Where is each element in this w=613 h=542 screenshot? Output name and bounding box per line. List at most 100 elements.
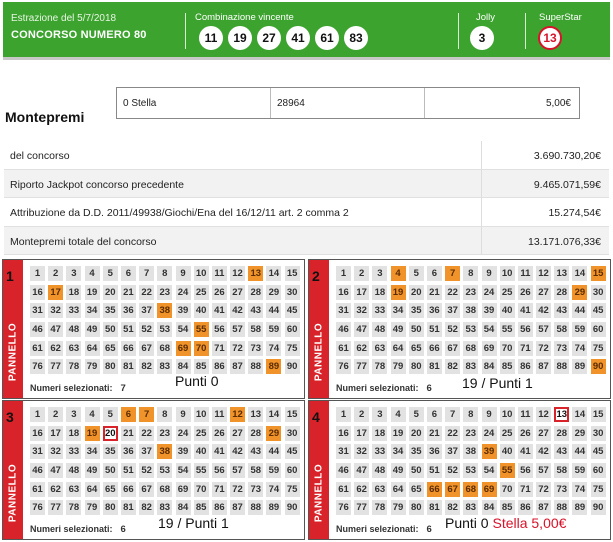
number-cell[interactable]: 89	[572, 359, 588, 375]
number-cell[interactable]: 40	[499, 444, 515, 460]
number-cell[interactable]: 30	[590, 284, 606, 300]
number-cell[interactable]: 42	[536, 303, 552, 319]
number-cell[interactable]: 17	[354, 425, 370, 441]
number-cell[interactable]: 87	[230, 359, 246, 375]
number-cell[interactable]: 54	[481, 463, 497, 479]
number-cell[interactable]: 63	[66, 481, 82, 497]
number-cell[interactable]: 1	[30, 266, 45, 281]
number-cell[interactable]: 67	[139, 481, 155, 497]
number-cell[interactable]: 67	[445, 481, 461, 497]
number-cell[interactable]: 67	[139, 340, 155, 356]
number-cell[interactable]: 64	[390, 481, 406, 497]
number-cell[interactable]: 50	[102, 322, 118, 338]
number-cell[interactable]: 60	[284, 322, 300, 338]
number-cell[interactable]: 69	[481, 481, 497, 497]
number-cell[interactable]: 5	[408, 266, 424, 281]
number-cell[interactable]: 25	[499, 284, 515, 300]
number-cell[interactable]: 88	[248, 359, 264, 375]
number-cell[interactable]: 70	[499, 481, 515, 497]
number-cell[interactable]: 82	[139, 500, 155, 516]
number-cell[interactable]: 54	[175, 322, 191, 338]
number-cell[interactable]: 1	[336, 407, 351, 422]
number-cell[interactable]: 51	[426, 463, 442, 479]
number-cell[interactable]: 80	[408, 500, 424, 516]
number-cell[interactable]: 71	[211, 481, 227, 497]
number-cell[interactable]: 17	[48, 425, 64, 441]
number-cell[interactable]: 27	[536, 425, 552, 441]
number-cell[interactable]: 7	[139, 407, 155, 422]
number-cell[interactable]: 55	[499, 463, 515, 479]
number-cell[interactable]: 72	[536, 481, 552, 497]
number-cell[interactable]: 37	[139, 303, 155, 319]
number-cell[interactable]: 46	[30, 463, 45, 479]
number-cell[interactable]: 84	[175, 500, 191, 516]
number-cell[interactable]: 60	[590, 322, 606, 338]
number-cell[interactable]: 21	[426, 284, 442, 300]
number-cell[interactable]: 61	[30, 481, 45, 497]
number-cell[interactable]: 55	[193, 322, 209, 338]
number-cell[interactable]: 16	[30, 284, 45, 300]
number-cell[interactable]: 74	[572, 481, 588, 497]
number-cell[interactable]: 32	[48, 303, 64, 319]
number-cell[interactable]: 75	[590, 481, 606, 497]
number-cell[interactable]: 83	[157, 500, 173, 516]
number-cell[interactable]: 55	[193, 463, 209, 479]
number-cell[interactable]: 39	[175, 303, 191, 319]
number-cell[interactable]: 72	[230, 481, 246, 497]
number-cell[interactable]: 22	[445, 284, 461, 300]
number-cell[interactable]: 62	[48, 340, 64, 356]
number-cell[interactable]: 21	[120, 284, 136, 300]
number-cell[interactable]: 71	[517, 481, 533, 497]
number-cell[interactable]: 64	[84, 340, 100, 356]
number-cell[interactable]: 2	[48, 407, 64, 422]
number-cell[interactable]: 58	[248, 463, 264, 479]
number-cell[interactable]: 19	[84, 425, 100, 441]
number-cell[interactable]: 77	[354, 500, 370, 516]
number-cell[interactable]: 37	[139, 444, 155, 460]
number-cell[interactable]: 80	[102, 359, 118, 375]
number-cell[interactable]: 39	[481, 303, 497, 319]
number-cell[interactable]: 17	[354, 284, 370, 300]
number-cell[interactable]: 59	[572, 322, 588, 338]
number-cell[interactable]: 19	[390, 425, 406, 441]
number-cell[interactable]: 89	[266, 359, 282, 375]
number-cell[interactable]: 34	[84, 303, 100, 319]
number-cell[interactable]: 81	[426, 359, 442, 375]
number-cell[interactable]: 86	[517, 500, 533, 516]
number-cell[interactable]: 51	[120, 463, 136, 479]
number-cell[interactable]: 36	[120, 444, 136, 460]
number-cell[interactable]: 23	[463, 425, 479, 441]
number-cell[interactable]: 83	[463, 500, 479, 516]
number-cell[interactable]: 29	[572, 425, 588, 441]
number-cell[interactable]: 80	[408, 359, 424, 375]
number-cell[interactable]: 85	[193, 500, 209, 516]
number-cell[interactable]: 5	[408, 407, 424, 422]
number-cell[interactable]: 53	[157, 322, 173, 338]
number-cell[interactable]: 71	[517, 340, 533, 356]
number-cell[interactable]: 81	[120, 500, 136, 516]
number-cell[interactable]: 40	[193, 444, 209, 460]
number-cell[interactable]: 60	[590, 463, 606, 479]
number-cell[interactable]: 86	[211, 359, 227, 375]
number-cell[interactable]: 83	[463, 359, 479, 375]
number-cell[interactable]: 2	[354, 266, 370, 281]
number-cell[interactable]: 62	[354, 340, 370, 356]
number-cell[interactable]: 9	[481, 407, 497, 422]
number-cell[interactable]: 71	[211, 340, 227, 356]
number-cell[interactable]: 42	[536, 444, 552, 460]
number-cell[interactable]: 68	[463, 481, 479, 497]
number-cell[interactable]: 3	[372, 407, 388, 422]
number-cell[interactable]: 26	[517, 425, 533, 441]
number-cell[interactable]: 15	[284, 266, 300, 281]
number-cell[interactable]: 84	[481, 500, 497, 516]
number-cell[interactable]: 90	[284, 359, 300, 375]
number-cell[interactable]: 38	[463, 303, 479, 319]
number-cell[interactable]: 84	[175, 359, 191, 375]
number-cell[interactable]: 49	[390, 463, 406, 479]
number-cell[interactable]: 6	[426, 266, 442, 281]
number-cell[interactable]: 76	[336, 359, 351, 375]
number-cell[interactable]: 73	[554, 340, 570, 356]
number-cell[interactable]: 69	[481, 340, 497, 356]
number-cell[interactable]: 38	[157, 444, 173, 460]
number-cell[interactable]: 41	[211, 444, 227, 460]
